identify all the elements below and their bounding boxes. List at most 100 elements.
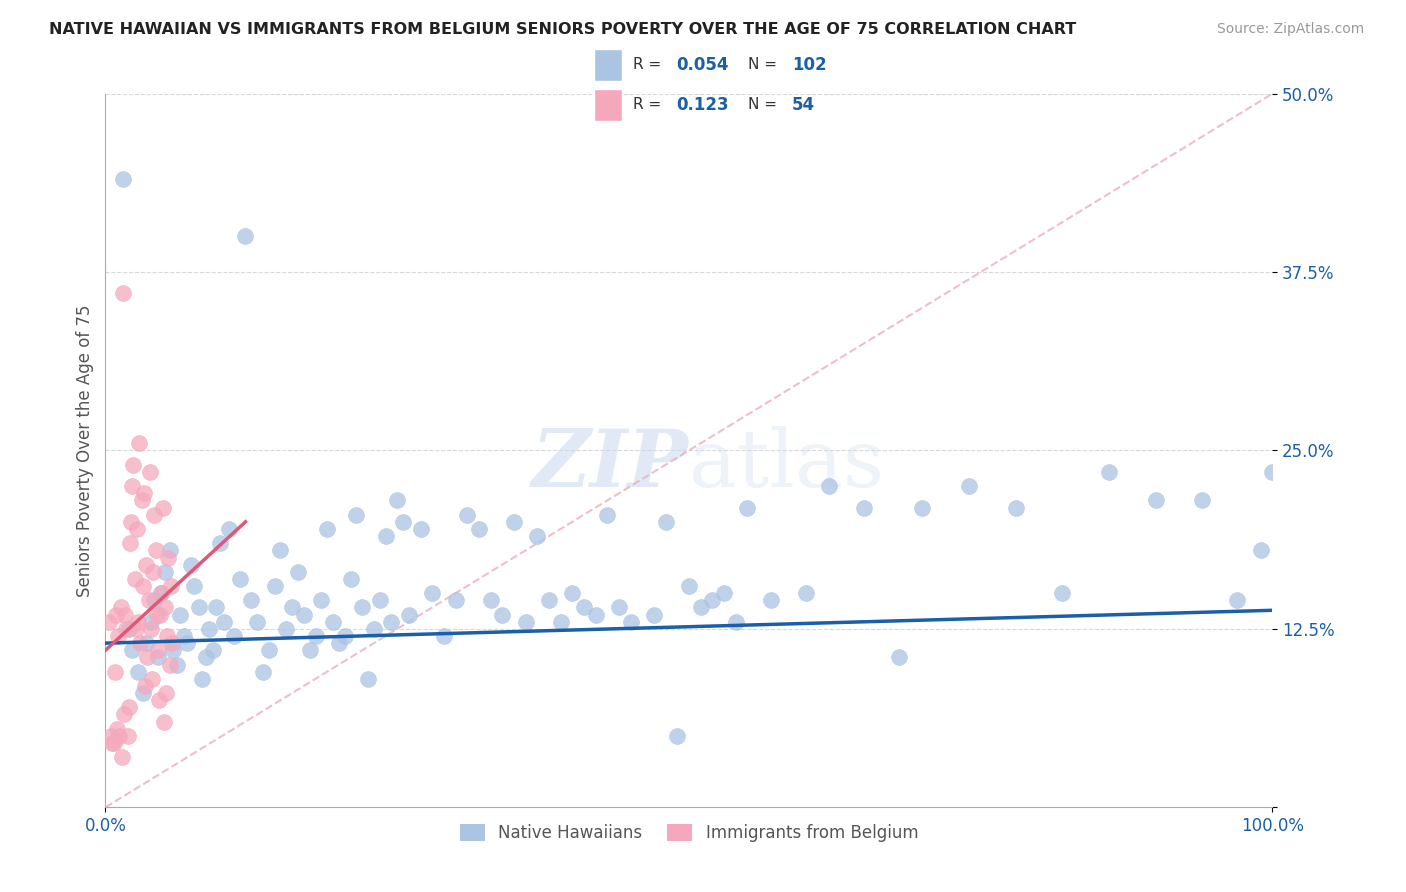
Point xyxy=(368,593,391,607)
Point xyxy=(287,565,309,579)
Point xyxy=(1250,543,1272,558)
Point xyxy=(132,486,155,500)
Point xyxy=(150,586,173,600)
Point xyxy=(374,529,396,543)
Point xyxy=(146,607,169,622)
Point xyxy=(468,522,491,536)
Point xyxy=(515,615,537,629)
Point xyxy=(104,665,127,679)
Point xyxy=(152,500,174,515)
Point xyxy=(150,586,173,600)
Point xyxy=(479,593,502,607)
Point xyxy=(678,579,700,593)
Point xyxy=(398,607,420,622)
Point xyxy=(97,615,120,629)
Point xyxy=(666,729,689,743)
Point xyxy=(135,558,157,572)
Point xyxy=(218,522,240,536)
Point xyxy=(702,593,724,607)
Point xyxy=(176,636,198,650)
Point xyxy=(160,636,183,650)
Point xyxy=(252,665,274,679)
Text: Source: ZipAtlas.com: Source: ZipAtlas.com xyxy=(1216,22,1364,37)
Text: 102: 102 xyxy=(792,56,827,74)
Point xyxy=(132,686,155,700)
Point xyxy=(352,600,374,615)
Point xyxy=(281,600,304,615)
Point xyxy=(385,493,409,508)
Text: NATIVE HAWAIIAN VS IMMIGRANTS FROM BELGIUM SENIORS POVERTY OVER THE AGE OF 75 CO: NATIVE HAWAIIAN VS IMMIGRANTS FROM BELGI… xyxy=(49,22,1077,37)
Point xyxy=(159,657,181,672)
Point xyxy=(118,622,141,636)
Point xyxy=(357,672,380,686)
Point xyxy=(333,629,356,643)
Point xyxy=(135,636,157,650)
Point xyxy=(409,522,432,536)
Text: R =: R = xyxy=(633,57,666,72)
Point xyxy=(128,436,150,450)
Point xyxy=(157,550,180,565)
Point xyxy=(121,643,143,657)
Point xyxy=(1052,586,1074,600)
Point xyxy=(1098,465,1121,479)
Point xyxy=(103,736,125,750)
Text: 0.123: 0.123 xyxy=(676,95,730,114)
Point xyxy=(380,615,402,629)
Point xyxy=(392,515,415,529)
Point xyxy=(129,636,152,650)
Point xyxy=(155,686,177,700)
Y-axis label: Seniors Poverty Over the Age of 75: Seniors Poverty Over the Age of 75 xyxy=(76,304,94,597)
Point xyxy=(444,593,467,607)
Point xyxy=(304,629,326,643)
Point xyxy=(1191,493,1213,508)
Point xyxy=(1004,500,1026,515)
Point xyxy=(363,622,385,636)
Point xyxy=(689,600,711,615)
Point xyxy=(153,600,176,615)
Point xyxy=(654,515,676,529)
Point xyxy=(139,615,162,629)
Point xyxy=(759,593,782,607)
Point xyxy=(111,750,134,764)
Text: N =: N = xyxy=(748,57,782,72)
Point xyxy=(159,543,181,558)
Point xyxy=(124,572,146,586)
Point xyxy=(263,579,285,593)
Point xyxy=(198,622,221,636)
Point xyxy=(456,508,478,522)
Point xyxy=(146,643,169,657)
Point xyxy=(201,643,224,657)
Point xyxy=(194,650,217,665)
Point xyxy=(114,607,136,622)
Point xyxy=(328,636,350,650)
Point xyxy=(121,479,143,493)
Point xyxy=(139,622,162,636)
Point xyxy=(100,729,122,743)
Point xyxy=(125,522,148,536)
Point xyxy=(246,615,269,629)
Point xyxy=(166,657,188,672)
FancyBboxPatch shape xyxy=(595,49,621,81)
Point xyxy=(146,650,169,665)
Point xyxy=(214,615,236,629)
Point xyxy=(120,515,142,529)
Point xyxy=(191,672,214,686)
Point xyxy=(911,500,934,515)
Point xyxy=(187,600,209,615)
Point xyxy=(132,579,155,593)
Point xyxy=(737,500,759,515)
Point xyxy=(127,615,149,629)
Point xyxy=(111,172,134,186)
Text: N =: N = xyxy=(748,97,782,112)
Point xyxy=(136,650,159,665)
Point xyxy=(205,600,228,615)
Point xyxy=(156,629,179,643)
Point xyxy=(344,508,367,522)
Point xyxy=(298,643,321,657)
Point xyxy=(1226,593,1249,607)
Point xyxy=(180,558,202,572)
Point xyxy=(131,493,153,508)
Point xyxy=(316,522,339,536)
Point xyxy=(143,508,166,522)
Point xyxy=(143,593,166,607)
